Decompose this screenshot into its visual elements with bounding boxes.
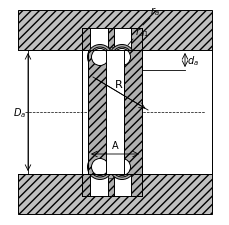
Circle shape — [91, 49, 108, 66]
Text: A: A — [111, 140, 118, 150]
Polygon shape — [123, 51, 141, 174]
Polygon shape — [82, 29, 141, 51]
Circle shape — [90, 48, 109, 68]
Circle shape — [109, 155, 134, 180]
Text: $D_a$: $D_a$ — [13, 106, 26, 119]
Text: $r_{a1}$: $r_{a1}$ — [134, 26, 148, 39]
Circle shape — [87, 45, 112, 70]
Polygon shape — [18, 51, 211, 174]
Circle shape — [87, 155, 112, 180]
Polygon shape — [108, 174, 114, 196]
Circle shape — [90, 157, 109, 177]
Polygon shape — [108, 160, 113, 178]
Polygon shape — [141, 51, 211, 174]
Text: $d_a$: $d_a$ — [186, 54, 198, 68]
Polygon shape — [141, 51, 211, 174]
Polygon shape — [108, 29, 114, 51]
Polygon shape — [18, 174, 211, 214]
Polygon shape — [82, 51, 141, 174]
Circle shape — [112, 48, 131, 68]
Polygon shape — [131, 174, 141, 196]
Circle shape — [112, 157, 131, 177]
Text: R: R — [114, 79, 122, 89]
Polygon shape — [18, 51, 82, 174]
Text: $r_a$: $r_a$ — [149, 5, 159, 18]
Polygon shape — [18, 11, 211, 51]
Polygon shape — [18, 51, 82, 174]
Polygon shape — [82, 174, 141, 196]
Circle shape — [109, 45, 134, 70]
Polygon shape — [106, 51, 123, 174]
Circle shape — [113, 159, 130, 176]
Circle shape — [91, 159, 108, 176]
Polygon shape — [82, 174, 90, 196]
Polygon shape — [88, 51, 106, 174]
Polygon shape — [108, 47, 113, 51]
Circle shape — [113, 49, 130, 66]
Polygon shape — [131, 29, 141, 51]
Polygon shape — [82, 29, 90, 51]
